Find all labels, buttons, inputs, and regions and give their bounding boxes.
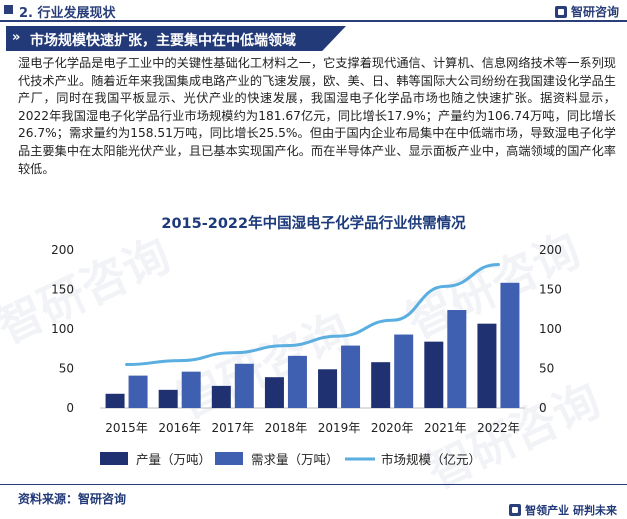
bar-demand [500, 282, 520, 408]
right-axis-tick-label: 100 [539, 322, 562, 336]
brand-logo: 智研咨询 [554, 3, 619, 20]
legend-label: 产量（万吨） [136, 452, 211, 467]
bar-demand [234, 363, 254, 408]
right-axis-tick-label: 200 [539, 243, 562, 257]
brand-logo-icon [554, 5, 567, 18]
right-axis-tick-label: 50 [539, 362, 554, 376]
section-banner: » 市场规模快速扩张，主要集中在中低端领域 [6, 26, 346, 51]
x-axis-tick-label: 2015年 [105, 421, 148, 435]
legend-swatch [215, 452, 243, 465]
bar-demand [394, 334, 414, 408]
legend-swatch [100, 452, 128, 465]
bar-production [264, 377, 284, 408]
bar-demand [287, 355, 307, 408]
x-axis-tick-label: 2017年 [212, 421, 255, 435]
body-paragraph: 湿电子化学品是电子工业中的关键性基础化工材料之一，它支撑着现代通信、计算机、信息… [18, 56, 616, 176]
x-axis-tick-label: 2019年 [318, 421, 361, 435]
x-axis-tick-label: 2016年 [158, 421, 201, 435]
market-size-line [125, 262, 500, 367]
chart-title: 2015-2022年中国湿电子化学品行业供需情况 [161, 216, 466, 232]
bar-production [211, 385, 231, 408]
double-chevron-icon: » [12, 30, 21, 45]
footer-brand: 智领产业 研判未来 [509, 502, 617, 518]
brand-name: 智研咨询 [570, 5, 619, 19]
footer-tagline: 智领产业 研判未来 [525, 504, 617, 517]
bar-production [477, 323, 497, 408]
left-axis-tick-label: 150 [51, 283, 74, 297]
footer-rule [0, 484, 627, 485]
bar-production [158, 389, 178, 408]
bar-demand [341, 345, 361, 408]
bar-production [424, 341, 444, 408]
x-axis-tick-label: 2021年 [424, 421, 467, 435]
x-axis-tick-label: 2018年 [265, 421, 308, 435]
left-axis-tick-label: 50 [59, 362, 74, 376]
bar-demand [447, 310, 467, 408]
left-axis-tick-label: 200 [51, 243, 74, 257]
source-note: 资料来源：智研咨询 [18, 492, 127, 506]
right-axis-tick-label: 0 [539, 401, 547, 415]
bar-production [318, 369, 338, 408]
right-axis-tick-label: 150 [539, 283, 562, 297]
header-rule [0, 20, 627, 22]
x-axis-tick-label: 2022年 [477, 421, 520, 435]
legend-label: 需求量（万吨） [251, 452, 339, 467]
bar-production [371, 362, 391, 408]
bar-demand [181, 371, 201, 408]
bar-demand [128, 375, 148, 408]
footer-logo-icon [509, 504, 522, 516]
banner-title: 市场规模快速扩张，主要集中在中低端领域 [30, 33, 296, 49]
left-axis-tick-label: 0 [66, 401, 74, 415]
top-bar: 2. 行业发展现状 智研咨询 [0, 0, 627, 21]
left-axis-tick-label: 100 [51, 322, 74, 336]
section-marker-icon [4, 5, 13, 14]
legend-label: 市场规模（亿元） [381, 452, 481, 467]
section-title: 2. 行业发展现状 [19, 6, 116, 21]
bar-production [105, 393, 125, 408]
x-axis-tick-label: 2020年 [371, 421, 414, 435]
